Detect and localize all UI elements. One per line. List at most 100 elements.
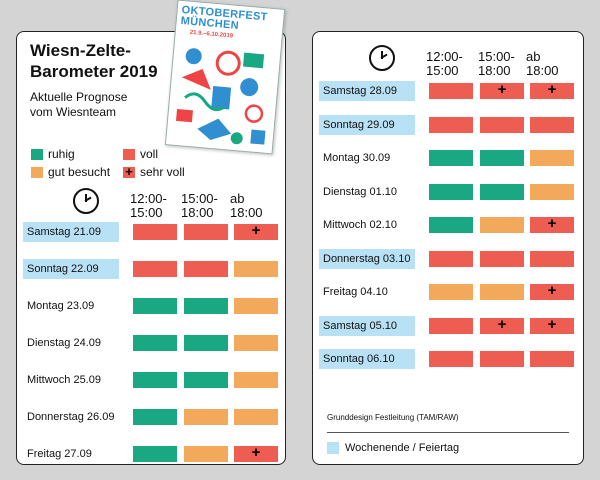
column-header-afternoon: 15:00- 18:00 — [478, 50, 530, 78]
column-header-afternoon-line2: 18:00 — [478, 63, 511, 78]
crowd-level-cell-gut-besucht — [429, 284, 473, 300]
legend-swatch-sehr-voll — [123, 164, 135, 179]
crowd-level-cell-ruhig — [184, 298, 228, 314]
day-label: Sonntag 29.09 — [319, 114, 415, 135]
day-label: Mittwoch 25.09 — [27, 374, 101, 386]
crowd-level-cell-gut-besucht — [480, 217, 524, 233]
crowd-level-cell-sehr-voll — [234, 222, 278, 240]
column-header-midday-line2: 15:00 — [426, 63, 459, 78]
column-header-evening-line1: ab — [526, 49, 541, 64]
day-row: Dienstag 24.09 — [23, 333, 279, 353]
day-label: Montag 30.09 — [323, 152, 391, 164]
day-label: Donnerstag 03.10 — [319, 248, 415, 269]
crowd-level-cell-voll — [184, 224, 228, 240]
legend-item-voll: voll — [123, 146, 158, 162]
day-label: Donnerstag 26.09 — [27, 411, 115, 423]
day-row: Samstag 05.10 — [319, 315, 575, 336]
legend-item-ruhig: ruhig — [31, 146, 75, 162]
crowd-level-cell-gut-besucht — [184, 446, 228, 462]
column-header-midday-line1: 12:00- — [130, 191, 167, 206]
crowd-level-cell-gut-besucht — [234, 372, 278, 388]
legend-label-ruhig: ruhig — [48, 147, 75, 161]
column-header-afternoon: 15:00- 18:00 — [181, 192, 233, 220]
barometer-title: Wiesn-Zelte- Barometer 2019 — [30, 40, 158, 82]
crowd-level-cell-ruhig — [480, 150, 524, 166]
crowd-level-cell-voll — [530, 250, 574, 267]
day-row: Sonntag 22.09 — [23, 259, 279, 279]
clock-icon — [73, 188, 99, 214]
day-label: Freitag 04.10 — [323, 286, 388, 298]
day-label: Dienstag 01.10 — [323, 185, 397, 198]
crowd-level-cell-sehr-voll — [480, 316, 524, 334]
day-label: Samstag 21.09 — [23, 222, 119, 242]
crowd-level-cell-voll — [133, 261, 177, 277]
crowd-level-cell-ruhig — [133, 409, 177, 425]
crowd-level-cell-voll — [480, 351, 524, 367]
crowd-level-cell-voll — [429, 83, 473, 99]
crowd-level-cell-ruhig — [429, 150, 473, 166]
forecast-subtitle: Aktuelle Prognose vom Wiesnteam — [30, 90, 127, 120]
legend-swatch-voll — [123, 148, 135, 160]
day-row: Freitag 04.10 — [319, 282, 575, 302]
poster-illustration — [175, 48, 266, 145]
column-header-evening: ab 18:00 — [230, 192, 282, 220]
crowd-level-cell-ruhig — [133, 298, 177, 314]
day-label: Montag 23.09 — [27, 300, 95, 312]
day-row: Donnerstag 26.09 — [23, 407, 279, 427]
day-label: Mittwoch 02.10 — [323, 219, 397, 231]
crowd-level-cell-voll — [530, 116, 574, 133]
crowd-level-cell-gut-besucht — [234, 335, 278, 351]
crowd-level-cell-gut-besucht — [530, 150, 574, 166]
crowd-level-cell-voll — [429, 317, 473, 334]
column-header-afternoon-line2: 18:00 — [181, 205, 214, 220]
crowd-level-cell-ruhig — [429, 183, 473, 200]
day-label: Sonntag 22.09 — [23, 259, 119, 279]
column-header-evening: ab 18:00 — [526, 50, 578, 78]
crowd-level-cell-voll — [480, 116, 524, 133]
weekend-legend-swatch — [327, 442, 339, 454]
title-line-1: Wiesn-Zelte- — [30, 41, 131, 60]
crowd-level-cell-voll — [184, 261, 228, 277]
day-row: Mittwoch 02.10 — [319, 215, 575, 235]
day-label: Freitag 27.09 — [27, 448, 92, 460]
day-row: Sonntag 06.10 — [319, 349, 575, 369]
day-row: Samstag 28.09 — [319, 81, 575, 101]
crowd-level-cell-voll — [429, 250, 473, 267]
day-row: Montag 23.09 — [23, 296, 279, 316]
crowd-level-cell-gut-besucht — [234, 298, 278, 314]
crowd-level-cell-sehr-voll — [234, 444, 278, 462]
crowd-level-cell-sehr-voll — [480, 81, 524, 99]
clock-icon — [369, 45, 395, 71]
day-label: Samstag 05.10 — [319, 315, 415, 336]
legend-swatch-ruhig — [31, 148, 43, 160]
column-header-evening-line2: 18:00 — [526, 63, 559, 78]
legend-label-sehr-voll: sehr voll — [140, 165, 185, 179]
crowd-level-cell-gut-besucht — [530, 183, 574, 200]
crowd-level-cell-voll — [429, 116, 473, 133]
legend-item-gut-besucht: gut besucht — [31, 164, 110, 180]
design-credit: Grunddesign Festleitung (TAM/RAW) — [327, 413, 459, 422]
legend-item-sehr-voll: sehr voll — [123, 164, 185, 180]
day-row: Samstag 21.09 — [23, 222, 279, 242]
day-row: Montag 30.09 — [319, 148, 575, 168]
crowd-level-cell-voll — [480, 250, 524, 267]
crowd-legend: ruhig voll gut besucht sehr voll — [27, 146, 197, 182]
crowd-level-cell-gut-besucht — [184, 409, 228, 425]
crowd-level-cell-sehr-voll — [530, 282, 574, 300]
column-header-afternoon-line1: 15:00- — [478, 49, 515, 64]
subtitle-line-2: vom Wiesnteam — [30, 105, 117, 119]
crowd-level-cell-ruhig — [133, 335, 177, 351]
column-header-evening-line2: 18:00 — [230, 205, 263, 220]
day-row: Donnerstag 03.10 — [319, 248, 575, 269]
day-label: Samstag 28.09 — [319, 81, 415, 101]
crowd-level-cell-gut-besucht — [234, 261, 278, 277]
column-header-evening-line1: ab — [230, 191, 245, 206]
crowd-level-cell-sehr-voll — [530, 215, 574, 233]
legend-swatch-gut-besucht — [31, 166, 43, 178]
legend-label-gut-besucht: gut besucht — [48, 165, 111, 179]
oktoberfest-poster: OKTOBERFEST MÜNCHEN 21.9.–6.10.2019 — [164, 0, 286, 155]
crowd-level-cell-ruhig — [184, 335, 228, 351]
day-row: Dienstag 01.10 — [319, 182, 575, 202]
legend-label-voll: voll — [140, 147, 159, 161]
crowd-level-cell-voll — [530, 351, 574, 367]
